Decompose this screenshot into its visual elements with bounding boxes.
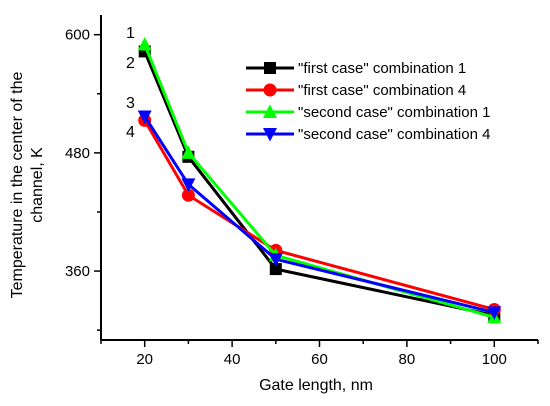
legend-label: "second case" combination 1 [298, 104, 490, 121]
marker-triangle-up [263, 104, 277, 118]
marker-triangle-down [487, 306, 502, 320]
annotation-1: 1 [126, 25, 135, 42]
annotation-4: 4 [126, 124, 135, 141]
series-2 [138, 113, 501, 316]
marker-circle [263, 83, 277, 97]
x-tick-label: 60 [311, 351, 328, 368]
annotation-2: 2 [126, 55, 135, 72]
series-4 [137, 110, 502, 320]
series-line [143, 50, 495, 317]
series-line [143, 119, 495, 311]
marker-triangle-down [137, 110, 152, 124]
legend-label: "first case" combination 4 [298, 82, 466, 99]
legend-label: "second case" combination 4 [298, 126, 490, 143]
marker-triangle-down [268, 253, 283, 267]
annotation-3: 3 [126, 95, 135, 112]
marker-triangle-down [263, 128, 277, 142]
marker-triangle-up [181, 145, 196, 159]
legend-item: "second case" combination 4 [246, 126, 490, 143]
marker-triangle-down [181, 178, 196, 192]
legend-item: "second case" combination 1 [246, 104, 490, 121]
y-tick-label: 360 [65, 263, 90, 280]
y-axis-title-line-1: Temperature in the center of the [9, 72, 26, 299]
series-line [143, 115, 495, 314]
x-tick-label: 80 [399, 351, 416, 368]
x-tick-label: 20 [136, 351, 153, 368]
marker-square [269, 263, 282, 276]
legend-label: "first case" combination 1 [298, 60, 466, 77]
legend: "first case" combination 1 "first case" c… [246, 60, 490, 143]
legend-item: "first case" combination 4 [246, 82, 466, 99]
y-tick-label: 480 [65, 145, 90, 162]
legend-item: "first case" combination 1 [246, 60, 466, 77]
x-tick-label: 100 [482, 351, 507, 368]
y-axis-title-line-2: channel, K [29, 147, 46, 223]
x-axis-title: Gate length, nm [259, 377, 373, 394]
marker-circle [181, 188, 195, 202]
marker-triangle-up [137, 37, 152, 51]
series-layer [137, 37, 502, 324]
marker-square [264, 62, 276, 74]
y-tick-label: 600 [65, 27, 90, 44]
axes-layer: 20 40 60 80 100 360 480 600 [65, 15, 539, 368]
x-tick-label: 40 [224, 351, 241, 368]
